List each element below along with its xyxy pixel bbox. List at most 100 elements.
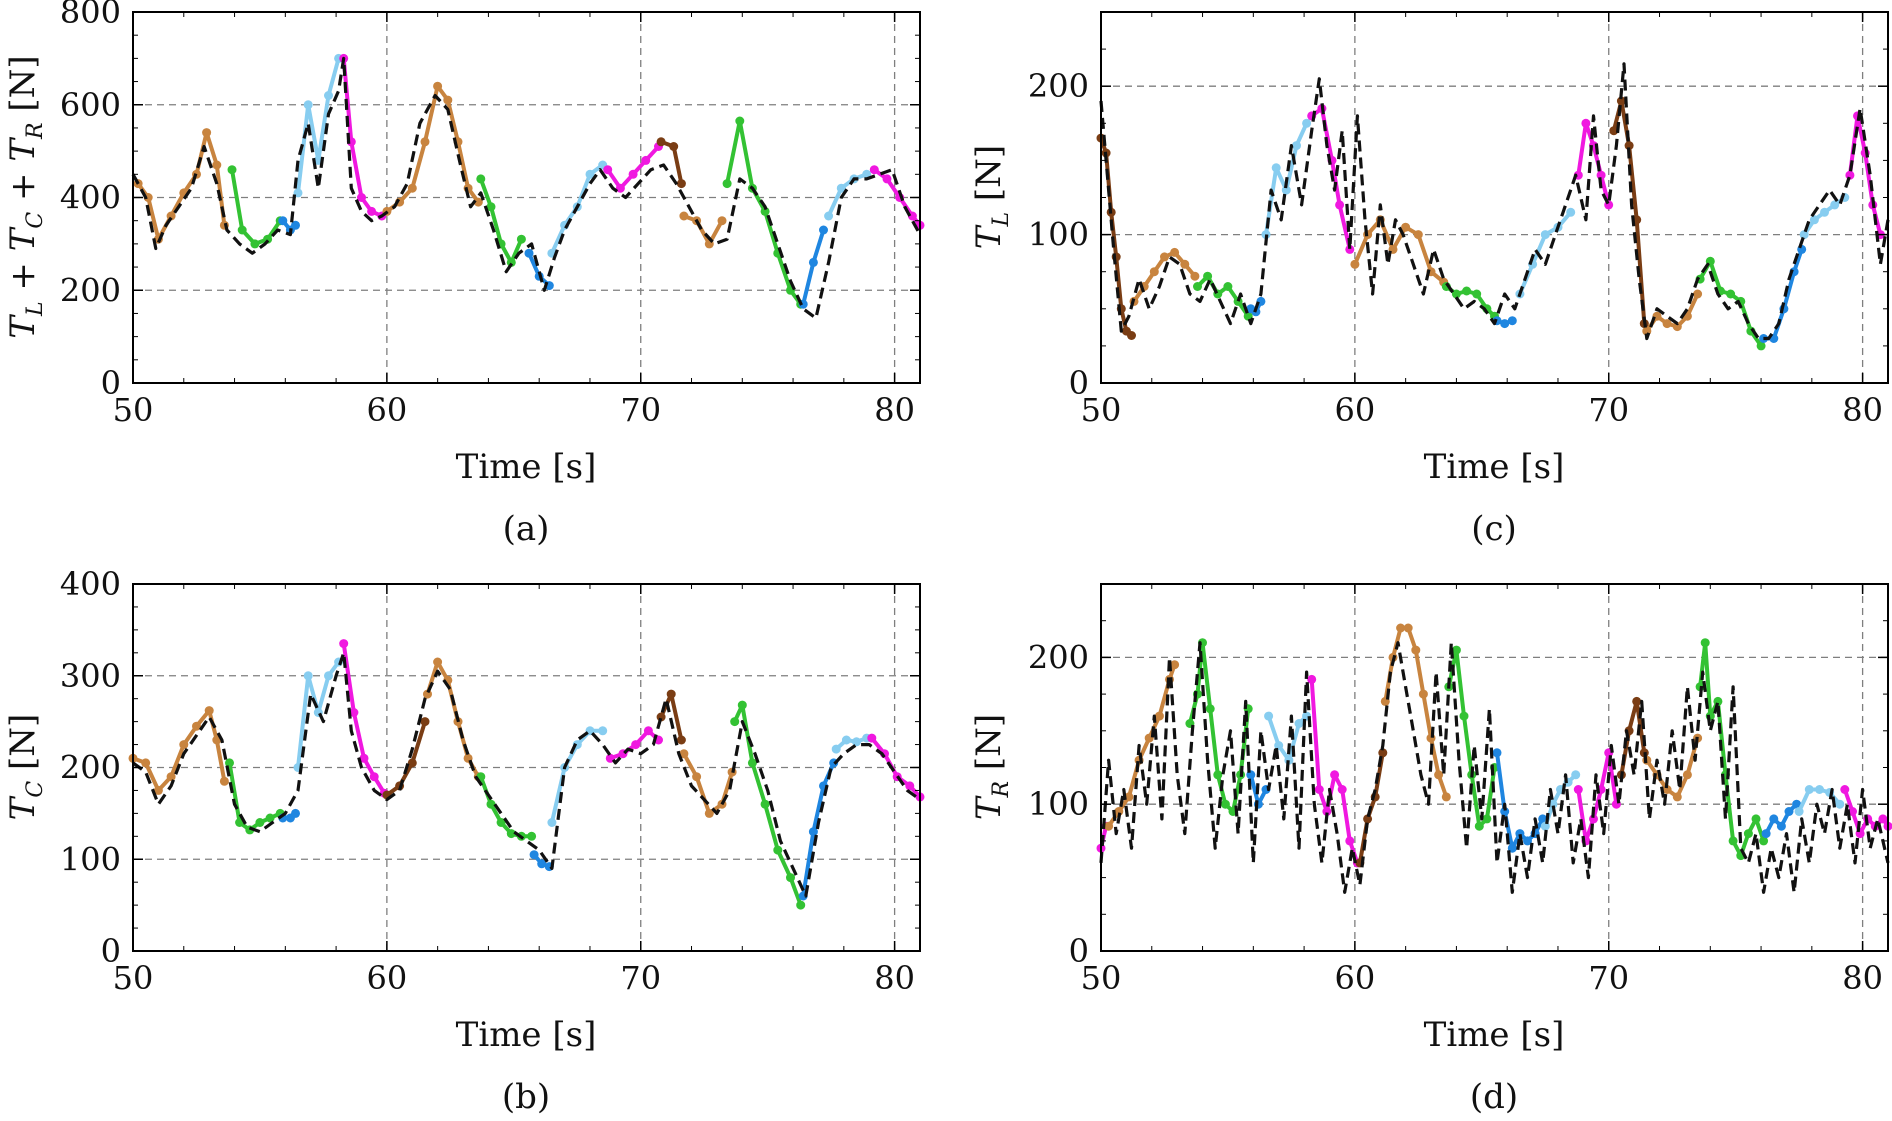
point-sky-1-3 (1294, 719, 1304, 728)
xtick-label-50: 50 (113, 391, 154, 429)
point-orange-2-4 (433, 81, 443, 91)
point-green-3-3 (1713, 696, 1723, 706)
point-magenta-3-1 (882, 174, 892, 184)
ytick-label-200: 200 (1028, 67, 1089, 105)
point-magenta-2-1 (1581, 118, 1591, 128)
point-green-3-6 (796, 900, 806, 910)
point-sky-1-1 (1271, 163, 1281, 173)
point-brown-2-2 (1624, 141, 1634, 151)
point-magenta-1-2 (357, 193, 366, 202)
point-magenta-2-2 (628, 169, 638, 179)
xtick-label-50: 50 (1081, 959, 1122, 997)
point-magenta-1-0 (339, 639, 349, 649)
xtick-label-60: 60 (1335, 391, 1376, 429)
panel-b: 50 60 70 80 0 100 200 300 400 Time [s] TC [N] (b… (3, 565, 925, 1117)
series-d (1096, 623, 1892, 894)
point-green-3-3 (760, 799, 770, 809)
point-blue-2-2 (1507, 316, 1517, 326)
point-brown-2-1 (1616, 96, 1626, 106)
caption-b: (b) (502, 1077, 550, 1117)
point-green-2-5 (527, 831, 537, 841)
point-magenta-3-0 (867, 733, 877, 743)
point-magenta-2-2 (1589, 814, 1598, 824)
point-green-1-2 (250, 239, 260, 249)
point-blue-2-1 (1500, 319, 1510, 329)
ylabel-a-plus2: + (3, 162, 43, 212)
ytick-label-0: 0 (101, 932, 121, 970)
ticks-b: 50 60 70 80 0 100 200 300 400 (60, 565, 920, 997)
ylabel-b-t: T (3, 795, 43, 820)
point-magenta-2-3 (641, 155, 651, 165)
ylabel-c-unit: [N] (969, 145, 1009, 212)
point-orange-1-4 (1170, 247, 1180, 257)
xlabel-b: Time [s] (456, 1015, 597, 1055)
point-orange-1-0 (1104, 821, 1114, 831)
ytick-label-0: 0 (1069, 364, 1089, 402)
point-green-3-6 (1756, 341, 1766, 351)
point-blue-2-0 (1492, 748, 1502, 758)
xtick-label-70: 70 (1588, 959, 1629, 997)
point-blue-1-2 (291, 808, 300, 818)
point-sky-2-4 (1571, 770, 1581, 780)
point-sky-2-2 (1540, 230, 1550, 240)
point-sky-2-4 (1566, 207, 1576, 217)
point-orange-1-6 (204, 706, 214, 716)
point-orange-1-5 (192, 721, 201, 731)
point-blue-1-2 (291, 220, 300, 230)
point-sky-3-2 (852, 737, 861, 747)
point-green-1-3 (255, 818, 265, 827)
point-sky-3-1 (1809, 215, 1819, 225)
point-sky-3-4 (1835, 799, 1845, 809)
point-magenta-1-1 (1314, 785, 1324, 794)
point-brown-1-6 (1127, 331, 1136, 340)
point-magenta-2-2 (631, 740, 641, 750)
ylabel-a-sub3: R (23, 122, 48, 140)
point-brown-1-1 (1363, 814, 1373, 824)
point-green-1-0 (227, 165, 237, 175)
point-sky-1-1 (1274, 741, 1284, 750)
ylabel-a: TL + TC + TR [N] (3, 55, 48, 338)
point-green-2-2 (1459, 711, 1469, 721)
point-magenta-3-0 (1840, 785, 1850, 794)
point-sky-3-1 (836, 183, 846, 193)
point-blue-2-1 (537, 859, 547, 869)
point-green-1-5 (1243, 311, 1253, 321)
point-green-3-1 (737, 700, 747, 710)
point-green-3-0 (730, 717, 740, 727)
point-green-3-4 (773, 845, 783, 855)
point-orange-3-3 (1672, 792, 1682, 802)
point-orange-1-3 (1160, 252, 1169, 262)
point-orange-2-5 (443, 95, 453, 105)
point-magenta-2-0 (603, 165, 613, 175)
xtick-label-80: 80 (1842, 959, 1883, 997)
xlabel-c: Time [s] (1424, 447, 1565, 487)
point-green-2-2 (1462, 286, 1472, 296)
point-sky-3-0 (1794, 807, 1804, 816)
xtick-label-70: 70 (620, 959, 661, 997)
ytick-label-400: 400 (60, 179, 121, 217)
point-green-3-1 (735, 116, 745, 126)
ticks-c: 50 60 70 80 0 100 200 (1028, 11, 1888, 429)
point-brown-1-0 (656, 137, 666, 147)
series-green-3 (1698, 640, 1766, 858)
point-sky-1-3 (324, 671, 333, 681)
point-magenta-1-2 (359, 753, 369, 763)
point-orange-1-6 (1190, 271, 1200, 281)
point-green-2-3 (1472, 289, 1482, 299)
xtick-label-60: 60 (1335, 959, 1376, 997)
point-green-3-5 (1728, 836, 1738, 846)
xlabel-d: Time [s] (1424, 1015, 1565, 1055)
point-sky-1-3 (324, 91, 333, 100)
ylabel-a-t1: T (3, 314, 43, 339)
point-orange-3-2 (1662, 319, 1672, 329)
point-magenta-3-5 (1878, 814, 1888, 824)
ylabel-c: TL [N] (969, 145, 1014, 249)
point-orange-1-4 (179, 740, 189, 750)
point-green-1-0 (225, 758, 234, 768)
point-sky-3-2 (1820, 207, 1829, 217)
xtick-label-80: 80 (874, 391, 915, 429)
ylabel-d-t: T (969, 795, 1009, 820)
grid-d (1101, 584, 1888, 951)
